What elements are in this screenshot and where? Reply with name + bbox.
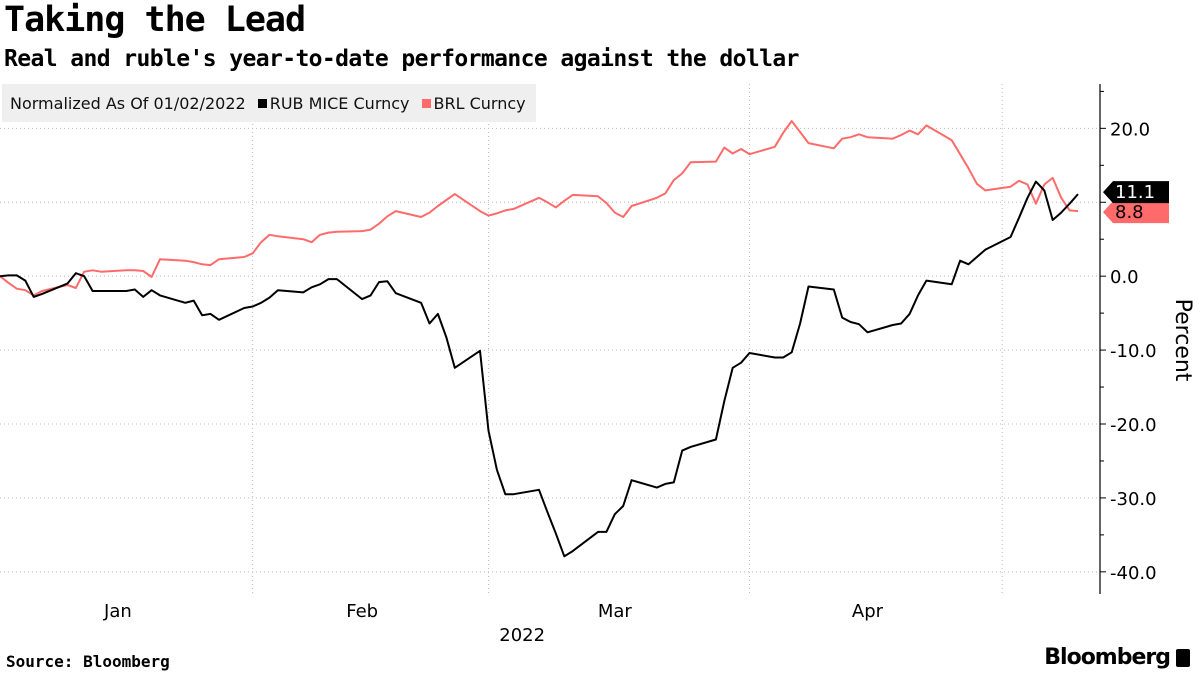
y-tick-label: -30.0	[1110, 489, 1157, 510]
y-tick-label: -10.0	[1110, 341, 1157, 362]
end-label-brl: 8.8	[1115, 202, 1144, 223]
chart-subtitle: Real and ruble's year-to-date performanc…	[4, 46, 799, 72]
x-tick-label: Apr	[852, 601, 884, 622]
end-labels: 8.811.1	[1103, 181, 1169, 224]
y-tick-label: -40.0	[1110, 563, 1157, 584]
series-line-brl	[0, 120, 1079, 297]
x-tick-label: Mar	[598, 601, 633, 622]
x-tick-label: Feb	[346, 601, 378, 622]
legend-item-brl: BRL Curncy	[433, 93, 526, 113]
series-lines	[0, 120, 1079, 558]
x-year-label: 2022	[499, 625, 545, 646]
y-tick-label: -20.0	[1110, 415, 1157, 436]
series-line-rub	[0, 180, 1079, 558]
brand-name: Bloomberg	[1044, 645, 1171, 670]
grid	[0, 84, 1100, 594]
chart-title: Taking the Lead	[4, 0, 306, 40]
end-label-rub: 11.1	[1115, 182, 1155, 203]
legend: Normalized As Of 01/02/2022 RUB MICE Cur…	[2, 84, 536, 122]
end-label-brl-tag	[1103, 201, 1169, 224]
x-tick-label: Jan	[103, 601, 132, 622]
end-label-rub-tag	[1103, 181, 1169, 204]
axes: 20.010.00.0-10.0-20.0-30.0-40.0JanFebMar…	[103, 84, 1195, 646]
source-note: Source: Bloomberg	[6, 652, 170, 671]
y-axis-label: Percent	[1170, 299, 1195, 382]
legend-note: Normalized As Of 01/02/2022	[10, 93, 246, 113]
y-tick-label: 0.0	[1110, 267, 1139, 288]
y-tick-label: 20.0	[1110, 119, 1150, 140]
terminal-logo-icon	[1176, 648, 1190, 667]
legend-item-rub: RUB MICE Curncy	[269, 93, 410, 113]
legend-swatch-brl	[421, 98, 431, 108]
legend-swatch-rub	[257, 98, 267, 108]
brand-logo: Bloomberg	[1044, 645, 1190, 670]
